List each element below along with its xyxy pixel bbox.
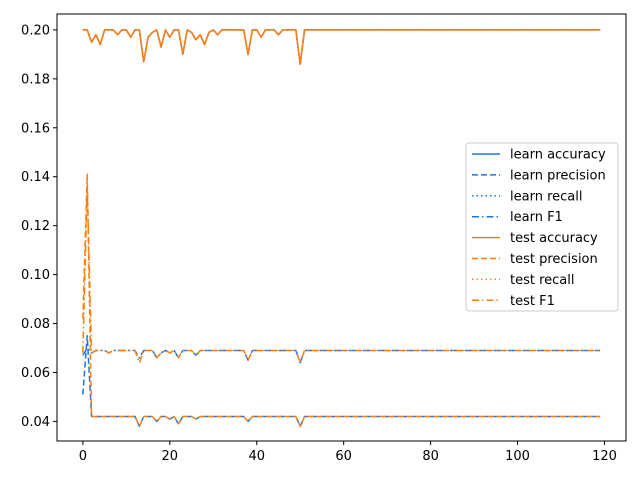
y-tick-label: 0.14 bbox=[21, 170, 50, 185]
x-tick-label: 60 bbox=[335, 449, 352, 464]
y-tick-label: 0.10 bbox=[21, 268, 50, 283]
y-tick-label: 0.16 bbox=[21, 121, 50, 136]
y-tick-label: 0.04 bbox=[21, 415, 50, 430]
legend: learn accuracy learn precision learn recal… bbox=[465, 142, 619, 312]
y-tick-label: 0.06 bbox=[21, 366, 50, 381]
legend-label: learn precision bbox=[510, 168, 606, 183]
x-tick-label: 40 bbox=[248, 449, 265, 464]
x-axis: 0 20 40 60 80 100 120 bbox=[79, 441, 617, 464]
series-line-test-precision bbox=[82, 173, 601, 428]
plot-frame bbox=[56, 13, 627, 442]
y-tick-label: 0.12 bbox=[21, 219, 50, 234]
series-line-test-f1 bbox=[82, 185, 601, 364]
legend-label: test recall bbox=[510, 273, 575, 288]
y-axis: 0.04 0.06 0.08 0.10 0.12 0.14 0.16 0.18 0.20 bbox=[21, 23, 57, 430]
x-tick-label: 100 bbox=[505, 449, 530, 464]
series-layer bbox=[82, 29, 601, 428]
x-tick-label: 20 bbox=[162, 449, 179, 464]
series-line-test-accuracy bbox=[82, 29, 601, 65]
legend-label: learn accuracy bbox=[510, 148, 606, 163]
y-tick-label: 0.08 bbox=[21, 317, 50, 332]
y-tick-label: 0.20 bbox=[21, 23, 50, 38]
legend-label: learn F1 bbox=[510, 210, 563, 225]
x-tick-label: 120 bbox=[592, 449, 617, 464]
legend-box bbox=[465, 142, 619, 312]
legend-label: test F1 bbox=[510, 294, 555, 309]
x-tick-label: 80 bbox=[422, 449, 439, 464]
y-tick-label: 0.18 bbox=[21, 72, 50, 87]
legend-label: learn recall bbox=[510, 189, 582, 204]
series-line-learn-f1 bbox=[82, 347, 601, 364]
legend-label: test precision bbox=[510, 252, 598, 267]
x-tick-label: 0 bbox=[79, 449, 87, 464]
legend-label: test accuracy bbox=[510, 231, 598, 246]
